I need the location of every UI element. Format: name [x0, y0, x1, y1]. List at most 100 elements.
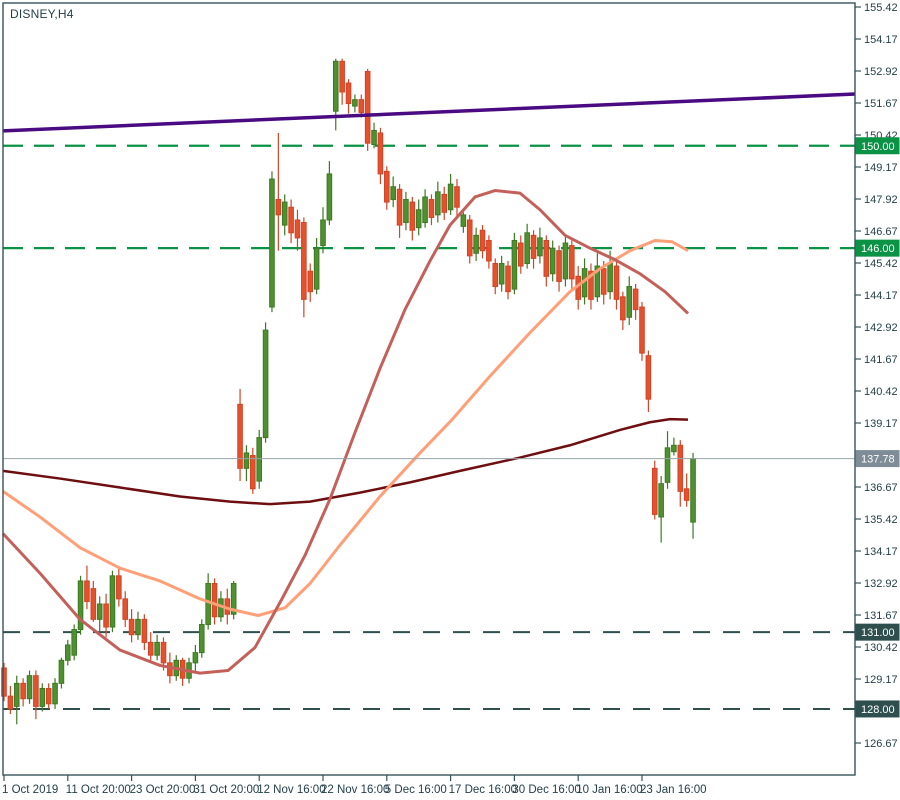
- y-axis-label: 140.42: [864, 386, 898, 398]
- y-axis-label: 155.42: [864, 2, 898, 14]
- candle-body-up: [537, 237, 543, 257]
- candle-body-up: [281, 201, 288, 226]
- candle-body-down: [358, 99, 365, 113]
- candle-body-down: [364, 71, 371, 144]
- candle-body-up: [658, 483, 664, 518]
- candle-body-up: [205, 583, 211, 625]
- candle-body-up: [690, 458, 696, 523]
- candle-body-down: [128, 618, 135, 636]
- candle-body-down: [428, 199, 435, 218]
- candle-body-down: [90, 588, 97, 620]
- candle-body-down: [345, 82, 352, 105]
- candle-body-up: [403, 199, 409, 224]
- y-axis-label: 142.92: [864, 322, 898, 334]
- candle-body-up: [524, 232, 530, 265]
- price-badge-label: 150.00: [861, 141, 895, 153]
- candle-body-up: [65, 644, 71, 661]
- symbol-timeframe-label: DISNEY,H4: [10, 7, 74, 21]
- candle-body-up: [313, 247, 320, 290]
- candle-body-up: [390, 186, 396, 201]
- candle-body-down: [517, 242, 524, 267]
- plot-border: [2, 2, 856, 776]
- candle-body-down: [250, 455, 256, 490]
- candle-body-down: [492, 263, 499, 288]
- candle-body-down: [396, 188, 403, 226]
- y-axis-label: 139.17: [864, 418, 898, 430]
- price-badge-137.78: [855, 450, 900, 468]
- moving-average-ma-slow: [2, 417, 689, 506]
- candle-body-down: [486, 239, 492, 262]
- candle-body-down: [505, 265, 511, 293]
- candle-body-down: [339, 60, 345, 93]
- candle-body-down: [211, 583, 218, 618]
- x-axis-label: 31 Oct 20:00: [193, 784, 259, 796]
- candle-body-up: [415, 209, 422, 229]
- candle-body-up: [664, 447, 671, 483]
- candle-body-down: [288, 206, 294, 234]
- candle-body-down: [441, 193, 448, 213]
- price-badge-131.00: [855, 623, 900, 641]
- candle-body-up: [243, 452, 250, 469]
- candle-body-down: [645, 355, 652, 400]
- candle-body-up: [77, 580, 84, 631]
- candle-body-up: [71, 629, 77, 656]
- candle-body-down: [141, 618, 148, 643]
- candle-body-down: [45, 687, 52, 705]
- x-axis-label: 5 Dec 16:00: [385, 784, 447, 796]
- candle-body-down: [294, 219, 301, 239]
- candle-body-up: [607, 263, 613, 293]
- candle-body-up: [422, 196, 428, 224]
- candle-body-up: [230, 583, 237, 615]
- candle-body-up: [549, 247, 556, 275]
- price-badges-layer: 150.00 146.00 131.00 128.00 137.78: [855, 137, 900, 718]
- candle-body-down: [569, 245, 575, 280]
- candle-body-down: [620, 296, 626, 321]
- x-axis-label: 23 Jan 16:00: [640, 784, 707, 796]
- price-badge-150.00: [855, 137, 900, 155]
- candle-body-up: [256, 437, 262, 482]
- candle-body-up: [435, 191, 441, 216]
- price-badge-146.00: [855, 239, 900, 257]
- y-axis-label: 146.67: [864, 226, 898, 238]
- candle-body-up: [626, 286, 633, 318]
- candles-layer: [1, 58, 696, 725]
- candle-body-up: [39, 687, 46, 707]
- candle-body-up: [26, 675, 33, 700]
- candle-body-up: [332, 60, 339, 112]
- y-axis-label: 149.17: [864, 162, 898, 174]
- trendline-descending-channel-upper: [2, 92, 856, 133]
- candle-body-up: [135, 618, 141, 636]
- candle-body-up: [96, 603, 103, 620]
- y-axis-label: 130.42: [864, 642, 898, 654]
- y-axis-label: 132.92: [864, 578, 898, 590]
- price-badge-label: 128.00: [861, 704, 895, 716]
- candle-body-up: [562, 242, 569, 280]
- candle-body-down: [7, 695, 14, 710]
- overlays-layer: [1, 92, 856, 675]
- candle-body-up: [192, 652, 199, 664]
- price-badge-label: 137.78: [861, 454, 895, 466]
- y-axis-label: 144.17: [864, 290, 898, 302]
- candle-body-down: [479, 229, 486, 252]
- x-axis-label: 23 Oct 20:00: [130, 784, 196, 796]
- candle-body-down: [33, 675, 39, 707]
- x-axis-label: 17 Dec 16:00: [449, 784, 517, 796]
- candle-body-up: [13, 682, 20, 707]
- candle-body-up: [154, 641, 160, 656]
- candle-body-down: [683, 488, 690, 501]
- y-axis-label: 131.67: [864, 610, 898, 622]
- candle-body-down: [1, 667, 7, 697]
- candle-body-up: [511, 239, 518, 290]
- x-axis-label: 22 Nov 16:00: [321, 784, 389, 796]
- candle-body-up: [198, 623, 205, 654]
- candle-body-down: [384, 170, 390, 203]
- x-axis-label: 1 Oct 2019: [2, 784, 58, 796]
- candle-body-up: [58, 659, 65, 684]
- candle-body-down: [307, 270, 314, 293]
- y-axis-label: 136.67: [864, 482, 898, 494]
- y-axis-label: 145.42: [864, 258, 898, 270]
- candle-body-down: [301, 222, 307, 300]
- candle-body-down: [409, 201, 416, 231]
